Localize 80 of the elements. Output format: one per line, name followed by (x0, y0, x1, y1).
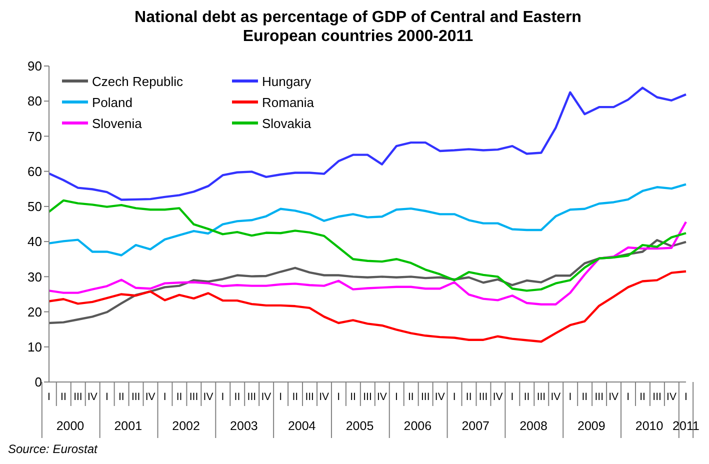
x-tick-label: II (292, 391, 298, 403)
legend-label: Czech Republic (92, 74, 184, 88)
x-tick-label: I (221, 391, 224, 403)
legend-label: Romania (262, 94, 314, 110)
y-tick-label: 70 (28, 128, 42, 144)
x-tick-label: IV (145, 391, 156, 403)
text: 2004 (288, 419, 316, 433)
x-tick-label: II (176, 391, 182, 403)
x-tick-label: III (74, 391, 82, 403)
x-tick-label: III (536, 391, 546, 403)
x-tick-label: III (421, 391, 430, 403)
x-tick-label: IV (492, 391, 503, 403)
text: 2006 (404, 419, 432, 433)
legend-label: Slovenia (92, 116, 142, 130)
text: 2000 (56, 419, 84, 433)
x-tick-label: I (279, 391, 282, 403)
legend-label: Poland (92, 94, 132, 110)
x-tick-label: II (466, 391, 472, 403)
x-tick-label: IV (261, 391, 272, 403)
x-tick-label: IV (203, 391, 214, 403)
x-tick-label: II (350, 391, 356, 403)
x-tick-label: I (48, 391, 50, 403)
source-note: Source: Eurostat (8, 442, 99, 456)
x-tick-label: I (105, 391, 108, 403)
y-tick-label: 30 (28, 269, 42, 284)
x-tick-label: IV (377, 391, 387, 403)
x-tick-label: II (118, 391, 124, 403)
x-tick-label: III (363, 391, 372, 403)
y-tick-label: 20 (28, 304, 42, 320)
x-tick-label: II (582, 391, 588, 403)
y-tick-label: 60 (28, 164, 42, 179)
y-tick-label: 0 (34, 374, 42, 390)
text: 2011 (672, 419, 700, 433)
text: 2010 (635, 419, 664, 433)
y-tick-label: 90 (28, 58, 42, 74)
y-tick-label: 10 (28, 340, 42, 355)
x-tick-label: II (524, 391, 530, 403)
x-tick-label: I (684, 391, 688, 403)
text: 2002 (172, 419, 200, 433)
x-tick-label: III (594, 391, 604, 403)
text: 2007 (462, 419, 490, 433)
x-tick-label: IV (319, 391, 330, 403)
text: 2003 (230, 419, 258, 433)
x-tick-label: III (131, 391, 140, 403)
x-tick-label: I (568, 391, 572, 403)
x-tick-label: III (652, 391, 662, 403)
x-tick-label: IV (550, 391, 561, 403)
text: 2009 (578, 419, 606, 433)
x-tick-label: II (408, 391, 414, 403)
text: 2008 (520, 419, 548, 433)
x-tick-label: II (234, 391, 240, 403)
x-tick-label: III (305, 391, 314, 403)
x-tick-label: IV (608, 391, 619, 403)
x-tick-label: IV (87, 391, 98, 403)
x-tick-label: I (510, 391, 514, 403)
text: 2005 (346, 419, 374, 433)
y-tick-label: 50 (28, 199, 42, 214)
x-tick-label: III (247, 391, 256, 403)
y-tick-label: 80 (28, 94, 42, 109)
line-series (48, 270, 688, 343)
x-tick-label: I (163, 391, 166, 403)
x-tick-label: IV (666, 391, 676, 403)
x-tick-label: II (640, 391, 646, 403)
legend-label: Hungary (262, 74, 312, 88)
chart-title: National debt as percentage of GDP of Central and Eastern European countries 2000-2011 (134, 8, 582, 46)
line-series (48, 183, 688, 256)
line-series (48, 199, 688, 292)
x-tick-label: IV (434, 391, 445, 403)
line-series (48, 239, 688, 324)
text: 2001 (114, 419, 142, 433)
x-tick-label: II (60, 391, 66, 403)
x-tick-label: III (478, 391, 488, 403)
x-tick-label: III (189, 391, 198, 403)
x-tick-label: I (337, 391, 340, 403)
y-tick-label: 40 (28, 234, 42, 250)
legend-label: Slovakia (262, 116, 312, 130)
x-tick-label: I (626, 391, 630, 403)
x-tick-label: I (452, 391, 456, 403)
line-series (48, 220, 688, 306)
x-tick-label: I (394, 391, 398, 403)
